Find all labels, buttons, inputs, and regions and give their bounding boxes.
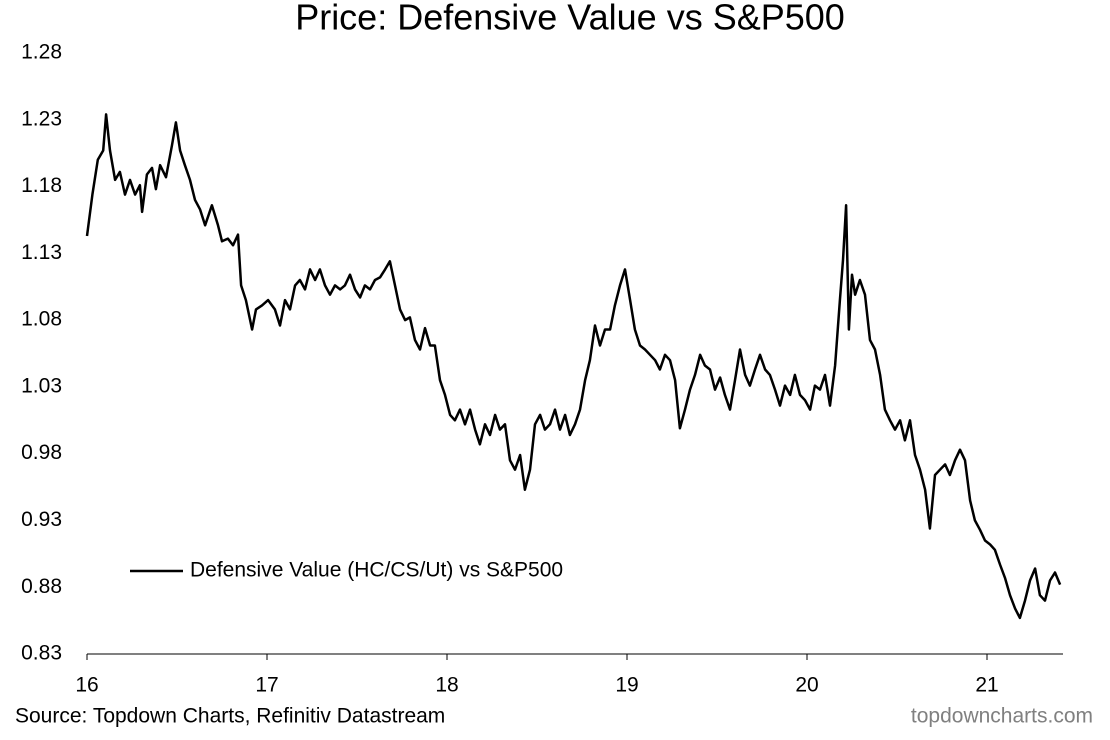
x-tick-label: 20	[795, 674, 818, 697]
y-tick-label: 1.13	[21, 241, 62, 264]
x-tick-label: 16	[75, 674, 98, 697]
x-tick-label: 19	[615, 674, 638, 697]
y-tick-label: 0.98	[21, 441, 62, 464]
y-tick-label: 0.88	[21, 575, 62, 598]
legend-label: Defensive Value (HC/CS/Ut) vs S&P500	[190, 559, 563, 582]
chart-title: Price: Defensive Value vs S&P500	[295, 0, 845, 38]
y-tick-label: 1.03	[21, 374, 62, 397]
source: Source: Topdown Charts, Refinitiv Datast…	[15, 705, 445, 728]
y-tick-label: 0.93	[21, 508, 62, 531]
y-tick-label: 1.18	[21, 174, 62, 197]
y-tick-label: 1.28	[21, 41, 62, 64]
line	[85, 113, 1062, 620]
watermark: topdowncharts.com	[911, 705, 1093, 728]
y-tick-label: 1.23	[21, 107, 62, 130]
y-tick-label: 1.08	[21, 308, 62, 331]
x-tick-label: 18	[435, 674, 458, 697]
x-tick-label: 21	[975, 674, 998, 697]
x-tick-label: 17	[255, 674, 278, 697]
y-tick-label: 0.83	[21, 642, 62, 665]
